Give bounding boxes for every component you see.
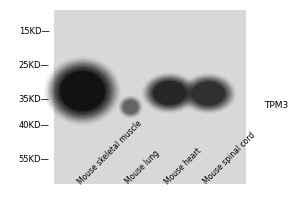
Text: Mouse spinal cord: Mouse spinal cord (202, 131, 257, 186)
Text: Mouse lung: Mouse lung (124, 149, 162, 186)
Ellipse shape (144, 75, 195, 111)
Ellipse shape (60, 71, 105, 111)
Ellipse shape (145, 75, 194, 111)
Ellipse shape (182, 74, 235, 113)
Ellipse shape (119, 96, 142, 118)
Ellipse shape (187, 78, 230, 110)
Ellipse shape (123, 100, 138, 114)
Ellipse shape (122, 99, 140, 115)
FancyBboxPatch shape (54, 10, 246, 184)
Ellipse shape (121, 98, 140, 116)
Ellipse shape (143, 74, 196, 112)
Text: 15KD—: 15KD— (19, 27, 50, 36)
Ellipse shape (121, 98, 140, 116)
Ellipse shape (58, 70, 106, 112)
Text: 40KD—: 40KD— (19, 121, 50, 130)
Text: Mouse skeletal muscle: Mouse skeletal muscle (76, 118, 144, 186)
Ellipse shape (151, 79, 188, 107)
Ellipse shape (120, 97, 141, 117)
Ellipse shape (185, 77, 232, 110)
Ellipse shape (119, 97, 142, 117)
Text: TPM3: TPM3 (264, 100, 288, 110)
Ellipse shape (190, 80, 227, 107)
Ellipse shape (56, 67, 110, 115)
Ellipse shape (183, 75, 234, 112)
Ellipse shape (188, 78, 230, 109)
Text: Mouse heart: Mouse heart (163, 146, 203, 186)
Ellipse shape (152, 80, 187, 106)
Ellipse shape (51, 63, 114, 119)
Ellipse shape (191, 81, 226, 106)
Ellipse shape (45, 58, 120, 124)
Ellipse shape (52, 64, 112, 118)
Text: 25KD—: 25KD— (19, 62, 50, 71)
Ellipse shape (57, 68, 108, 114)
Ellipse shape (150, 79, 189, 107)
Ellipse shape (148, 78, 190, 108)
Ellipse shape (46, 59, 118, 123)
Ellipse shape (146, 76, 193, 110)
Ellipse shape (48, 60, 117, 122)
Text: 35KD—: 35KD— (19, 96, 50, 104)
Ellipse shape (54, 66, 111, 116)
Ellipse shape (189, 79, 228, 108)
Ellipse shape (122, 99, 139, 115)
Ellipse shape (192, 82, 225, 106)
Ellipse shape (50, 62, 116, 120)
Ellipse shape (122, 100, 139, 114)
Ellipse shape (153, 81, 186, 105)
Ellipse shape (148, 77, 191, 109)
Ellipse shape (184, 76, 233, 111)
Text: 55KD—: 55KD— (19, 156, 50, 164)
